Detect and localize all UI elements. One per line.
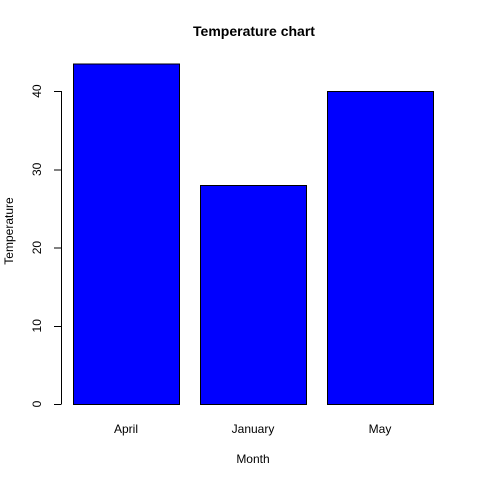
y-tick-label: 20 (30, 241, 44, 255)
x-tick-label-april: April (114, 422, 138, 436)
bars-layer (73, 63, 434, 405)
y-tick-label: 10 (30, 319, 44, 333)
x-tick-label-may: May (369, 422, 392, 436)
x-axis-label: Month (236, 452, 269, 466)
bar-may (327, 91, 434, 405)
bar-january (200, 184, 307, 405)
y-axis: 0 10 20 30 40 (30, 84, 62, 407)
x-axis-tick-labels: April January May (114, 422, 391, 436)
y-tick-label: 30 (30, 162, 44, 176)
y-axis-label: Temperature (2, 197, 16, 265)
y-tick-label: 0 (30, 400, 44, 407)
bar-april (73, 63, 180, 405)
y-tick-label: 40 (30, 84, 44, 98)
chart-title: Temperature chart (193, 23, 315, 39)
x-tick-label-january: January (232, 422, 275, 436)
